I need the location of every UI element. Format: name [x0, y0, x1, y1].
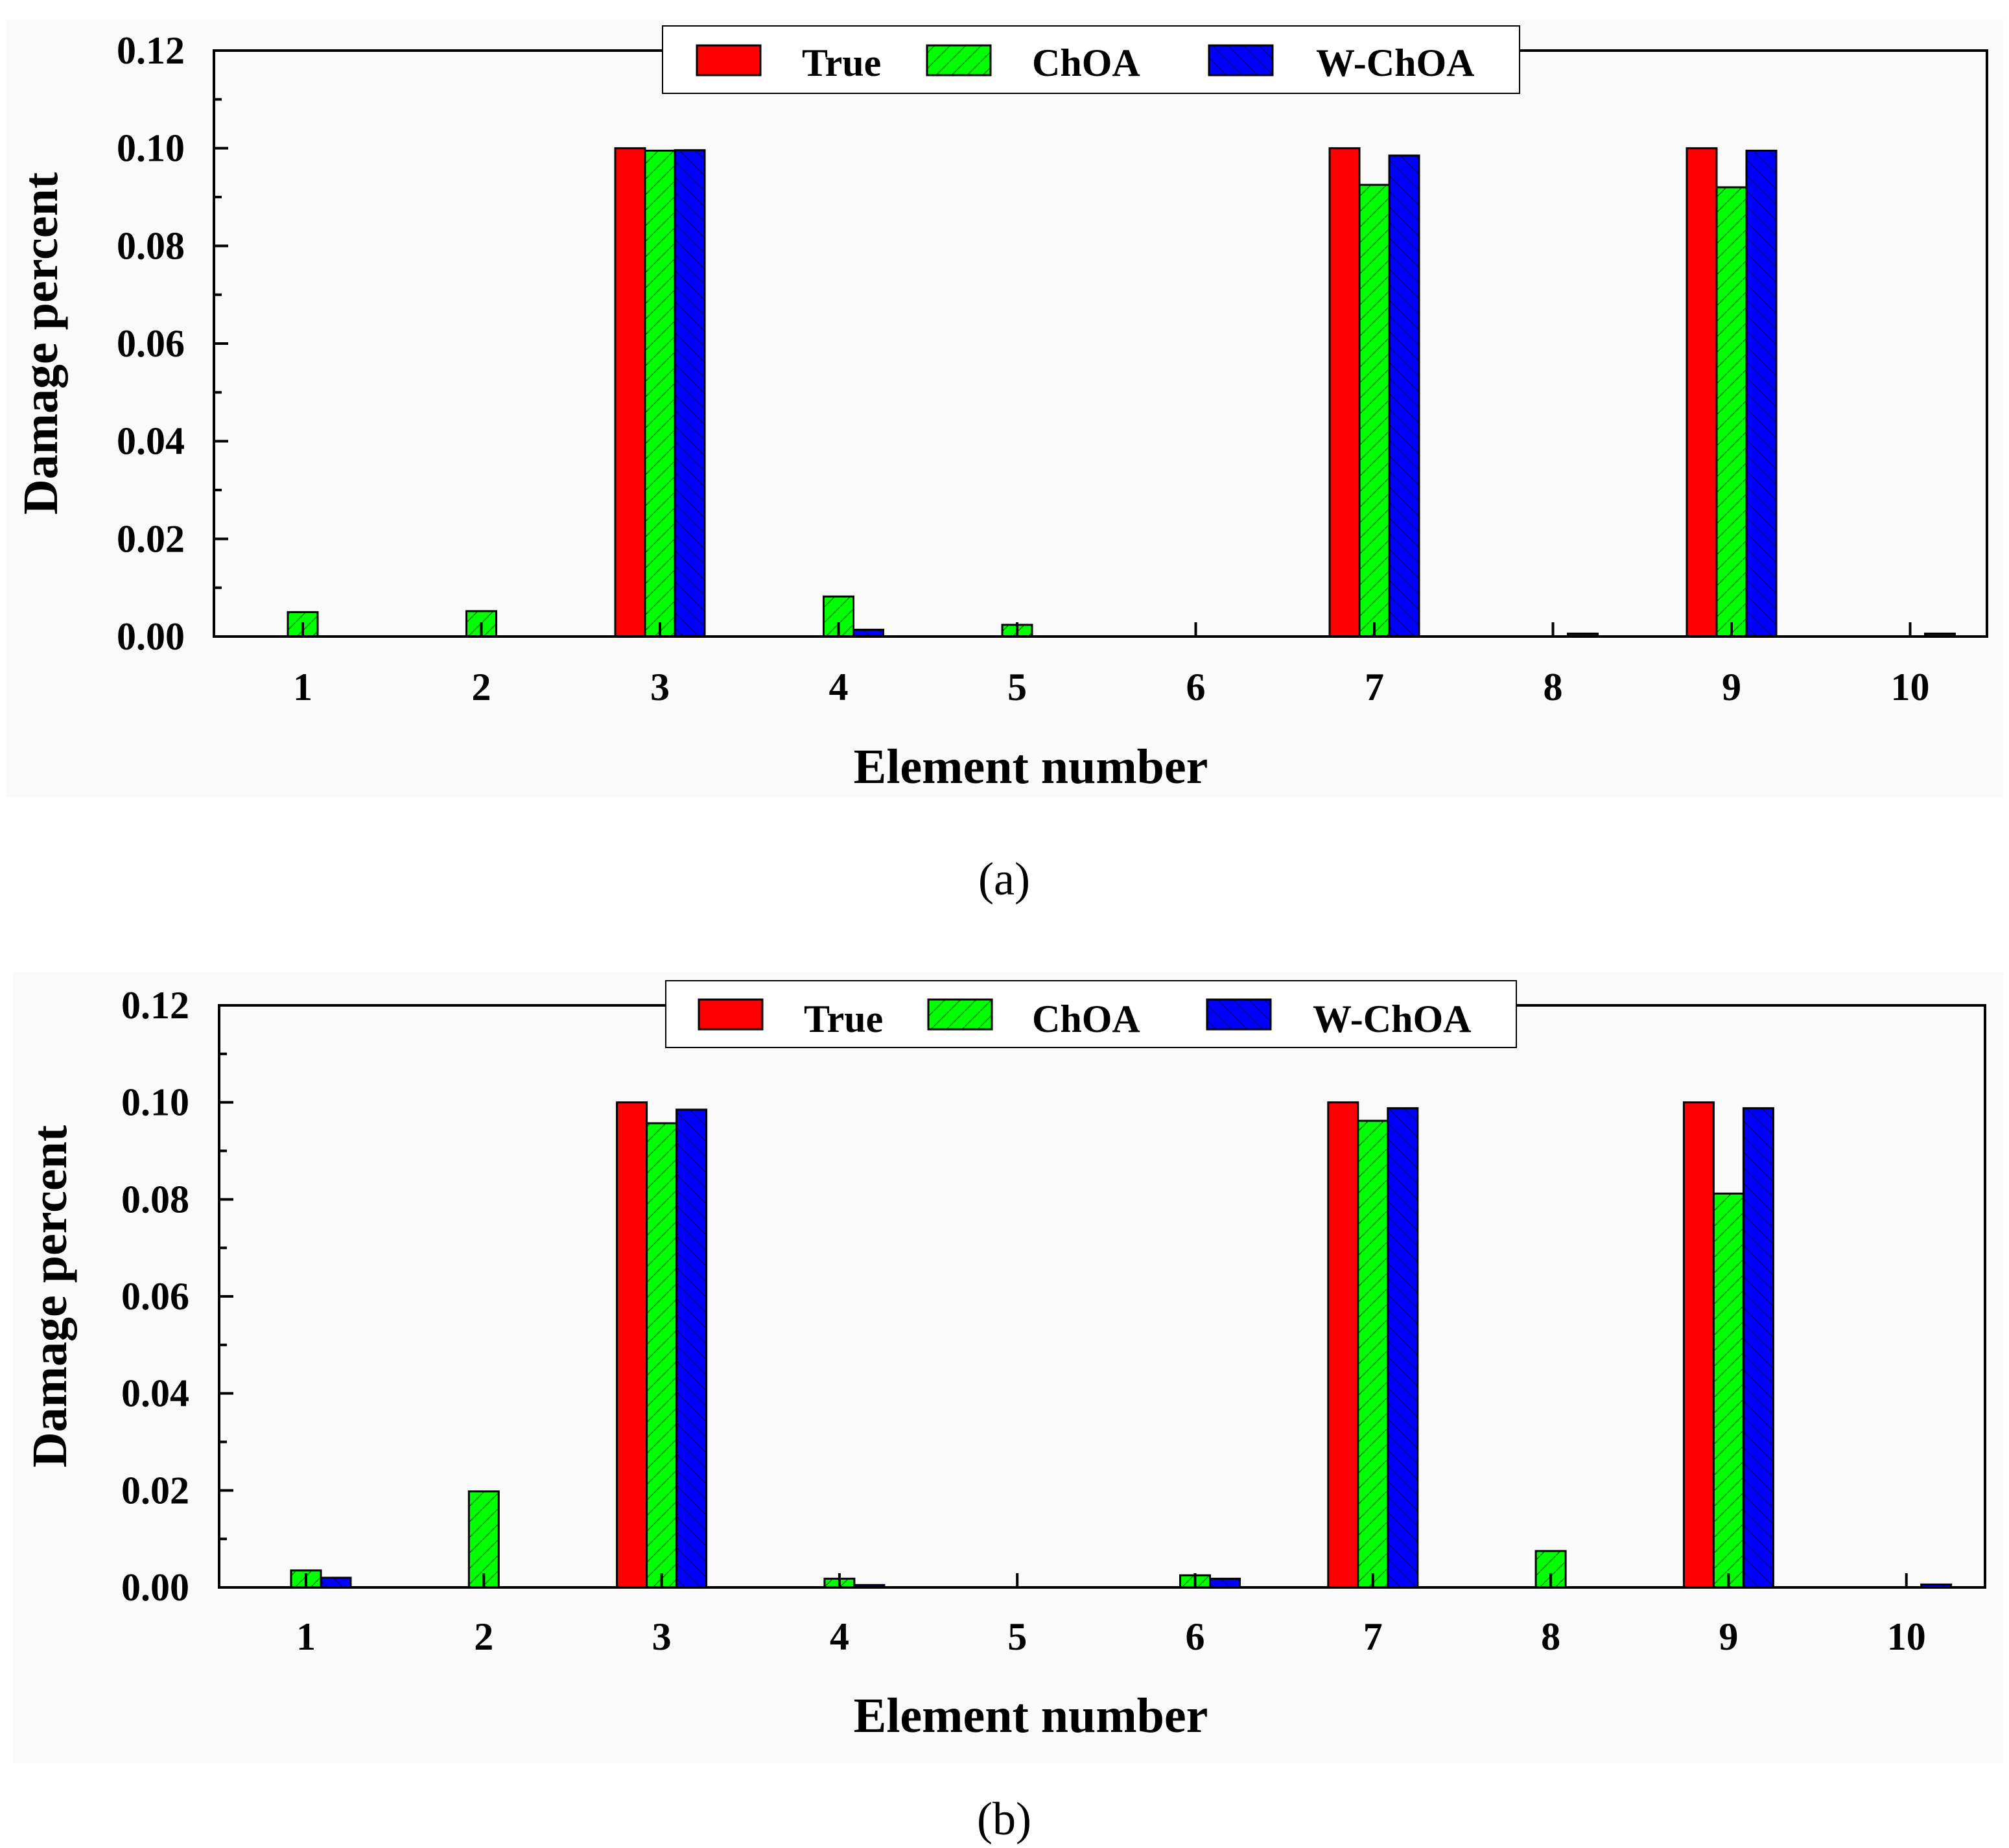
bar-true-9-b [1682, 1101, 1715, 1589]
x-tick-label-b: 1 [296, 1615, 316, 1658]
axes-b: 0.00 0.02 0.04 0.06 0.08 0.10 0.12 1 2 3 4 5 6 7 8 9 10 [121, 984, 1926, 1658]
bar-choa-7-b-hatch [1357, 1121, 1388, 1587]
x-tick-label-a: 7 [1365, 666, 1384, 708]
legend-label-true-a: True [802, 41, 881, 84]
x-tick-label-b: 2 [474, 1615, 493, 1658]
legend-swatch-choa-hatch-b [928, 1000, 992, 1029]
bar-choa-3-b-hatch [646, 1123, 677, 1587]
x-tick-label-a: 8 [1544, 666, 1563, 708]
bar-true-3-a [614, 147, 646, 638]
x-tick-label-a: 4 [829, 666, 849, 708]
legend-box-a [662, 25, 1520, 94]
y-tick-label-a: 0.00 [117, 615, 185, 658]
bar-wchoa-7-a-hatch [1389, 155, 1419, 637]
bar-group-a [287, 147, 1956, 638]
bar-choa-9-a-hatch [1717, 187, 1746, 637]
y-tick-label-a: 0.10 [117, 127, 185, 170]
y-tick-label-b: 0.10 [121, 1081, 189, 1124]
bar-choa-2-b-hatch [469, 1491, 499, 1587]
bar-wchoa-10-b-hatch [1921, 1584, 1951, 1587]
bar-choa-9-b-hatch [1713, 1193, 1744, 1587]
legend-swatch-true-b [698, 998, 764, 1031]
legend-b: True ChOA W-ChOA [665, 980, 1517, 1048]
y-tick-label-b: 0.08 [121, 1178, 189, 1221]
y-tick-label-b: 0.04 [121, 1372, 189, 1415]
bar-wchoa-9-a-hatch [1746, 150, 1776, 637]
legend-swatch-wchoa-hatch-a [1209, 45, 1273, 75]
bar-group-b [290, 1101, 1953, 1589]
x-tick-label-b: 8 [1541, 1615, 1560, 1658]
bar-true-7-b [1327, 1101, 1359, 1589]
bar-wchoa-6-b-hatch [1210, 1578, 1240, 1587]
bar-wchoa-10-a-hatch [1925, 633, 1955, 637]
y-tick-label-a: 0.12 [117, 29, 185, 72]
x-tick-label-b: 9 [1719, 1615, 1738, 1658]
x-tick-label-a: 10 [1891, 666, 1930, 708]
x-tick-label-a: 1 [293, 666, 312, 708]
y-tick-label-b: 0.12 [121, 984, 189, 1027]
y-axis-title-a: Damage percent [14, 172, 68, 515]
legend-swatch-true-a [696, 44, 762, 76]
x-tick-label-a: 2 [472, 666, 491, 708]
caption-a: (a) [978, 853, 1030, 905]
bar-true-9-a [1686, 147, 1718, 638]
x-tick-label-a: 6 [1186, 666, 1206, 708]
y-tick-label-b: 0.06 [121, 1275, 189, 1318]
x-axis-title-b: Element number [854, 1689, 1208, 1743]
bar-wchoa-9-b-hatch [1743, 1108, 1774, 1587]
legend-label-wchoa-b: W-ChOA [1313, 998, 1471, 1040]
caption-b: (b) [977, 1793, 1031, 1845]
x-tick-label-b: 10 [1887, 1615, 1926, 1658]
y-tick-label-a: 0.02 [117, 517, 185, 560]
bar-wchoa-3-a-hatch [675, 150, 705, 637]
bar-choa-7-a-hatch [1359, 185, 1389, 637]
legend-label-wchoa-a: W-ChOA [1316, 41, 1474, 84]
legend-swatch-choa-hatch-a [927, 45, 991, 75]
bar-wchoa-4-a-hatch [853, 629, 884, 637]
chart-panel-a: 0.000.020.040.060.080.100.121 2 3 4 5 6 7 8 9 10 … [6, 19, 2003, 905]
legend-box-b [665, 980, 1517, 1048]
bar-wchoa-7-b-hatch [1387, 1108, 1418, 1587]
y-tick-label-a: 0.04 [117, 420, 185, 463]
x-tick-label-b: 5 [1007, 1615, 1027, 1658]
x-tick-label-b: 7 [1363, 1615, 1383, 1658]
legend-label-true-b: True [804, 998, 883, 1040]
x-tick-label-a: 3 [650, 666, 670, 708]
axes-a: 0.00 0.02 0.04 0.06 0.08 0.10 0.12 1 2 3 4 5 6 7 8 9 10 [117, 29, 1930, 708]
legend-label-choa-b: ChOA [1032, 998, 1140, 1040]
bar-true-7-a [1328, 147, 1361, 638]
x-tick-label-b: 4 [830, 1615, 849, 1658]
x-tick-label-a: 5 [1007, 666, 1027, 708]
bar-wchoa-8-a-hatch [1568, 633, 1598, 637]
y-tick-label-a: 0.08 [117, 224, 185, 267]
x-tick-label-b: 6 [1186, 1615, 1205, 1658]
bar-wchoa-3-b-hatch [676, 1109, 707, 1587]
y-axis-title-b: Damage percent [23, 1125, 77, 1468]
x-axis-title-a: Element number [854, 740, 1208, 794]
y-tick-label-b: 0.00 [121, 1566, 189, 1609]
chart-panel-b: 0.000.020.040.060.080.100.121 2 3 4 5 6 7 8 9 10 … [13, 972, 2003, 1845]
y-tick-label-a: 0.06 [117, 322, 185, 365]
x-tick-label-a: 9 [1722, 666, 1741, 708]
bar-choa-3-a-hatch [645, 150, 675, 637]
legend-a: True ChOA W-ChOA [662, 25, 1520, 94]
y-tick-label-b: 0.02 [121, 1469, 189, 1512]
bar-true-3-b [616, 1101, 648, 1589]
x-tick-label-b: 3 [652, 1615, 672, 1658]
legend-label-choa-a: ChOA [1032, 41, 1140, 84]
legend-swatch-wchoa-hatch-b [1207, 1000, 1271, 1029]
bar-wchoa-1-b-hatch [321, 1578, 351, 1587]
